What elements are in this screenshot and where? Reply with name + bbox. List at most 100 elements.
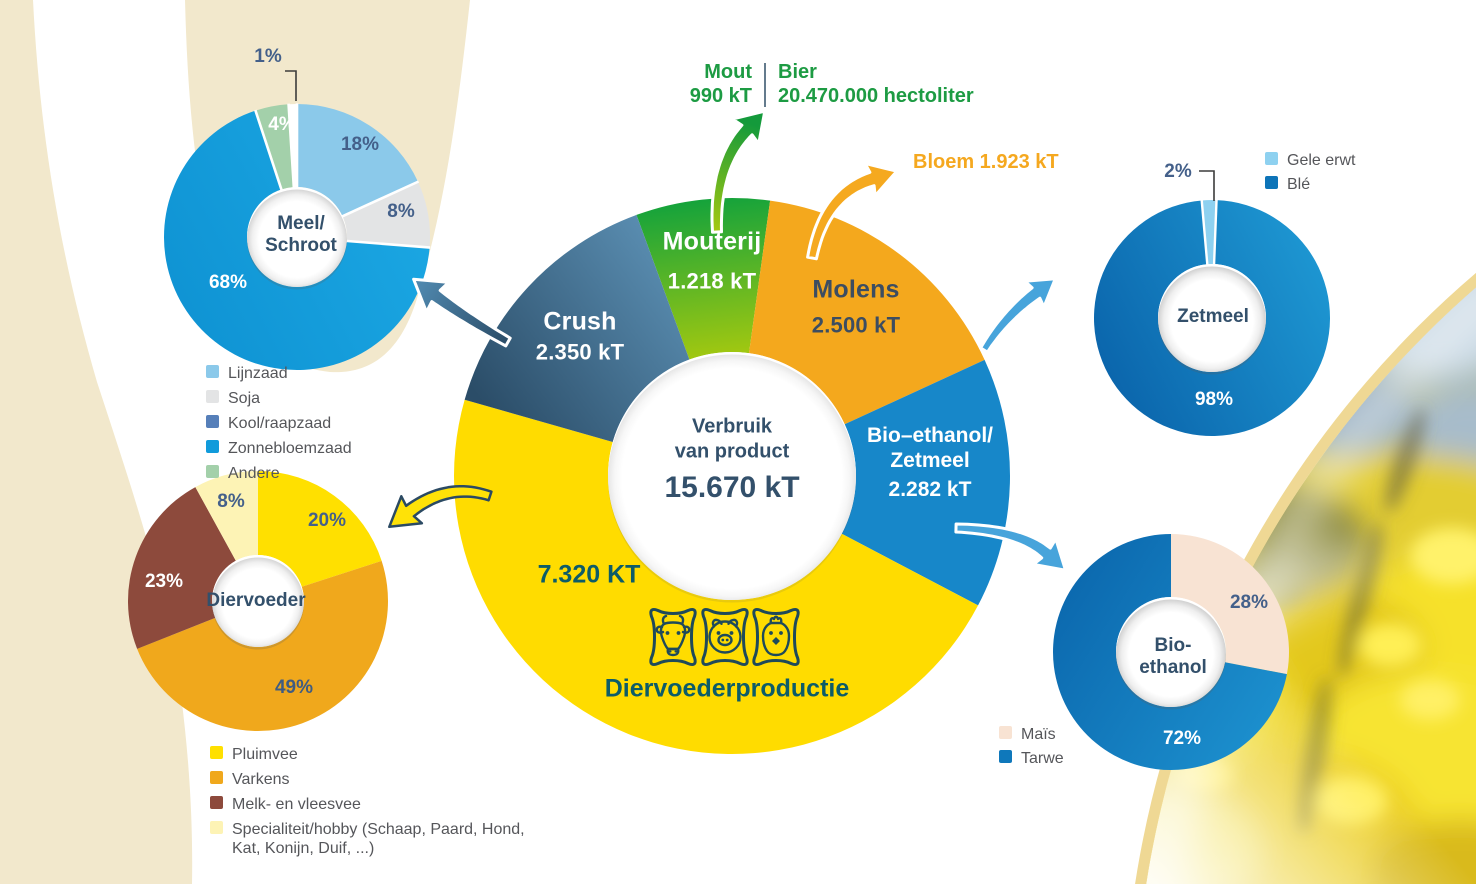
slice-meel-schroot-soja — [342, 181, 430, 248]
legend-swatch-tarwe — [999, 750, 1012, 764]
donut-hole-shadow-verbruik — [608, 354, 856, 603]
feed-bag-chicken-icon — [752, 607, 800, 667]
chart-title-meel-line1: Meel/ — [277, 213, 325, 235]
legend-label-koolraapzaad: Kool/raapzaad — [228, 415, 332, 433]
center-title-line1: Verbruik — [691, 415, 773, 438]
legend-swatch-lijnzaad — [206, 365, 219, 378]
legend-label-zonnebloemzaad: Zonnebloemzaad — [228, 440, 352, 458]
feed-bag-pig-icon — [701, 607, 749, 667]
segment-value-diervoeder: 7.320 KT — [537, 560, 641, 589]
pct-melkvee: 23% — [144, 571, 184, 593]
icon-face-dots — [716, 631, 734, 642]
icon-face-dots — [665, 631, 681, 653]
outflow-mout: Mout 990 kT — [690, 60, 752, 109]
slice-verbruik-crush — [464, 214, 690, 443]
feed-bag-cow-icon — [649, 607, 697, 667]
outflow-bier: Bier 20.470.000 hectoliter — [778, 60, 974, 109]
legend-swatch-pluimvee — [210, 746, 223, 759]
icon-stroke — [727, 618, 739, 628]
mout-bier-divider — [764, 63, 766, 107]
icon-dot — [729, 631, 734, 635]
legend-label-mais: Maïs — [1021, 726, 1056, 743]
icon-stroke — [769, 615, 783, 625]
icon-face-dots — [769, 631, 783, 635]
icon-stroke — [752, 607, 800, 667]
pct-zonnebloemzaad: 68% — [208, 272, 248, 294]
slice-meel-schroot-zonnebloemzaad — [164, 110, 430, 370]
icon-stroke — [772, 637, 780, 645]
segment-value-mouterij: 1.218 kT — [667, 268, 757, 294]
slice-verbruik-mouterij — [636, 198, 771, 360]
legend-item-mais: Maïs — [999, 725, 1064, 744]
slice-gap-zetmeel — [1200, 199, 1209, 266]
slice-gap-zetmeel — [1212, 199, 1218, 266]
donut-hole-shadow-diervoeder — [212, 557, 304, 650]
arrow-to-bloem — [806, 161, 899, 261]
legend-swatch-specialiteit — [210, 821, 223, 835]
outflow-mout-value: 990 kT — [689, 85, 752, 108]
outflow-bier-title: Bier — [778, 61, 817, 83]
chart-title-bio-ethanol: Bio- ethanol — [1139, 635, 1207, 679]
icon-dot — [716, 631, 721, 635]
legend-diervoeder: Pluimvee Varkens Melk- en vleesvee Speci… — [210, 745, 532, 858]
pct-lijnzaad: 18% — [340, 134, 380, 156]
slice-diervoeder-melk-en-vleesvee — [128, 487, 236, 649]
outflow-mout-title: Mout — [704, 61, 752, 83]
icon-dot — [676, 631, 681, 635]
icon-stroke — [666, 647, 680, 657]
segment-label-bioethanol-line1: Bio–ethanol/ — [866, 423, 994, 447]
legend-label-andere: Andere — [228, 465, 280, 483]
legend-swatch-koolraapzaad — [206, 415, 219, 429]
legend-item-lijnzaad: Lijnzaad — [206, 364, 352, 383]
legend-meel-schroot: Lijnzaad Soja Kool/raapzaad Zonnebloemza… — [206, 364, 352, 483]
legend-label-pluimvee: Pluimvee — [232, 746, 298, 763]
legend-zetmeel: Gele erwt Blé — [1265, 151, 1355, 194]
legend-swatch-melkvee — [210, 796, 223, 810]
legend-label-soja: Soja — [228, 390, 261, 408]
pct-tarwe: 72% — [1162, 728, 1202, 750]
slice-verbruik-diervoederproductie — [453, 399, 979, 755]
icon-dot — [779, 631, 783, 635]
legend-item-zonnebloemzaad: Zonnebloemzaad — [206, 439, 352, 458]
slice-verbruik-bio-ethanol-zetmeel — [841, 359, 1011, 606]
slice-gap-meel-schroot — [254, 109, 283, 191]
slice-meel-schroot-lijnzaad — [297, 104, 418, 217]
slice-meel-schroot-andere — [255, 104, 294, 190]
slice-diervoeder-pluimvee — [258, 471, 382, 587]
outflow-bloem: Bloem 1.923 kT — [913, 150, 1059, 173]
donut-diervoeder — [128, 471, 388, 731]
icon-face-lines — [711, 618, 739, 647]
icon-dot — [769, 631, 773, 635]
donut-zetmeel — [1093, 199, 1330, 436]
slice-bio-ethanol-ma-s — [1171, 534, 1289, 675]
donut-hole-shadow-zetmeel — [1158, 266, 1266, 375]
icon-dot — [721, 638, 725, 642]
legend-label-gele-erwt: Gele erwt — [1287, 152, 1356, 169]
segment-value-crush: 2.350 kT — [535, 339, 625, 365]
legend-item-ble: Blé — [1265, 175, 1355, 194]
legend-label-specialiteit: Specialiteit/hobby (Schaap, Paard, Hond,… — [232, 821, 525, 858]
legend-item-koolraapzaad: Kool/raapzaad — [206, 414, 352, 433]
outflow-bier-value: 20.470.000 hectoliter — [778, 85, 974, 108]
chart-title-zetmeel: Zetmeel — [1177, 306, 1249, 328]
legend-item-andere: Andere — [206, 464, 352, 483]
donut-meel-schroot — [164, 103, 431, 370]
pct-varkens: 49% — [274, 677, 314, 699]
legend-swatch-andere — [206, 465, 219, 479]
chart-title-bio-line1: Bio- — [1154, 635, 1192, 657]
icon-stroke — [711, 618, 723, 628]
slice-gap-meel-schroot — [287, 103, 296, 189]
icon-dot — [725, 638, 729, 642]
callout-lines — [285, 70, 1215, 201]
pct-andere: 4% — [268, 114, 296, 136]
legend-swatch-ble — [1265, 176, 1278, 190]
segment-value-molens: 2.500 kT — [811, 312, 901, 338]
chart-title-diervoeder: Diervoeder — [206, 590, 306, 612]
slice-gap-meel-schroot — [341, 180, 420, 218]
legend-item-melkvee: Melk- en vleesvee — [210, 795, 532, 814]
segment-label-molens: Molens — [812, 275, 900, 304]
legend-label-lijnzaad: Lijnzaad — [228, 365, 288, 382]
pct-pluimvee: 20% — [307, 510, 347, 532]
